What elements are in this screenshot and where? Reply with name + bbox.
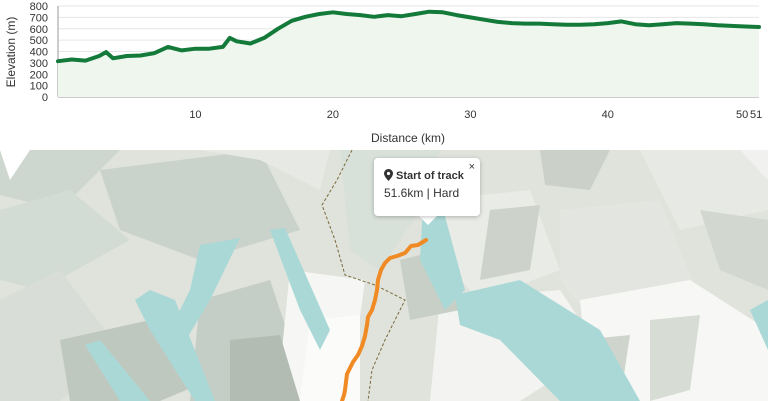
y-tick-label: 500 — [30, 35, 48, 47]
x-tick-label: 30 — [464, 109, 476, 121]
popup-pointer — [419, 216, 437, 225]
x-tick-label: 51 — [750, 109, 762, 121]
track-popup[interactable]: Start of track 51.6km | Hard × — [374, 158, 480, 216]
y-tick-label: 600 — [30, 24, 48, 36]
x-tick-label: 20 — [327, 109, 339, 121]
y-tick-label: 400 — [30, 47, 48, 59]
map-pin-icon — [384, 169, 393, 181]
popup-subtitle: 51.6km | Hard — [384, 186, 460, 200]
park-boundary — [321, 150, 406, 401]
x-axis-label: Distance (km) — [371, 131, 445, 145]
close-icon[interactable]: × — [468, 161, 475, 173]
y-tick-label: 800 — [30, 1, 48, 13]
popup-title: Start of track — [396, 170, 464, 182]
elevation-line — [56, 9, 761, 64]
elevation-fill — [58, 11, 759, 98]
y-axis-label: Elevation (m) — [4, 17, 18, 88]
elevation-area — [56, 9, 761, 98]
y-tick-label: 200 — [30, 69, 48, 81]
x-tick-label: 10 — [189, 109, 201, 121]
water-bodies — [85, 198, 768, 401]
x-tick-label: 50 — [736, 109, 748, 121]
y-tick-label: 0 — [42, 92, 48, 104]
x-tick-label: 40 — [602, 109, 614, 121]
y-tick-label: 300 — [30, 58, 48, 70]
y-tick-label: 100 — [30, 81, 48, 93]
x-axis-ticks: 10 20 30 40 50 51 — [189, 109, 762, 121]
popup-title-row: Start of track — [384, 169, 464, 182]
gpx-track[interactable] — [340, 238, 428, 401]
y-tick-label: 700 — [30, 12, 48, 24]
